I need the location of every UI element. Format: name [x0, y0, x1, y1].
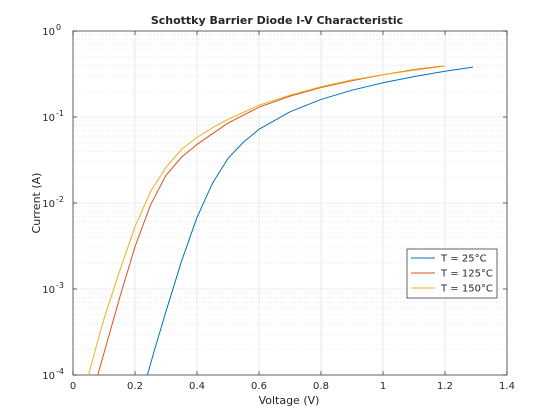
- x-tick-label: 0.2: [127, 381, 143, 392]
- y-tick-label: 10: [42, 199, 55, 210]
- grid: [72, 30, 508, 376]
- chart-title: Schottky Barrier Diode I-V Characteristi…: [151, 14, 403, 27]
- series-line-3: [88, 65, 446, 375]
- x-tick-label: 0.8: [313, 381, 329, 392]
- y-tick-exponent: 0: [56, 23, 61, 32]
- x-axis-label: Voltage (V): [259, 394, 320, 407]
- y-axis-label: Current (A): [30, 173, 43, 234]
- y-tick-label: 10: [42, 285, 55, 296]
- y-tick-label: 10: [42, 113, 55, 124]
- y-tick-label: 10: [42, 27, 55, 38]
- x-tick-label: 1: [380, 381, 386, 392]
- y-tick-exponent: -4: [56, 367, 64, 376]
- legend-label: T = 25°C: [440, 254, 487, 265]
- x-tick-label: 1.4: [499, 381, 515, 392]
- series-lines: [88, 65, 473, 375]
- series-line-2: [97, 65, 442, 375]
- y-tick-exponent: -1: [56, 109, 64, 118]
- y-tick-exponent: -2: [56, 195, 64, 204]
- x-tick-label: 0.4: [189, 381, 205, 392]
- x-tick-label: 1.2: [437, 381, 453, 392]
- legend-label: T = 150°C: [440, 284, 493, 295]
- series-line-1: [146, 66, 473, 375]
- legend-label: T = 125°C: [440, 269, 493, 280]
- x-tick-label: 0.6: [251, 381, 267, 392]
- legend: T = 25°C T = 125°C T = 150°C: [406, 248, 498, 299]
- y-tick-label: 10: [42, 371, 55, 382]
- y-tick-exponent: -3: [56, 281, 64, 290]
- x-tick-label: 0: [70, 381, 76, 392]
